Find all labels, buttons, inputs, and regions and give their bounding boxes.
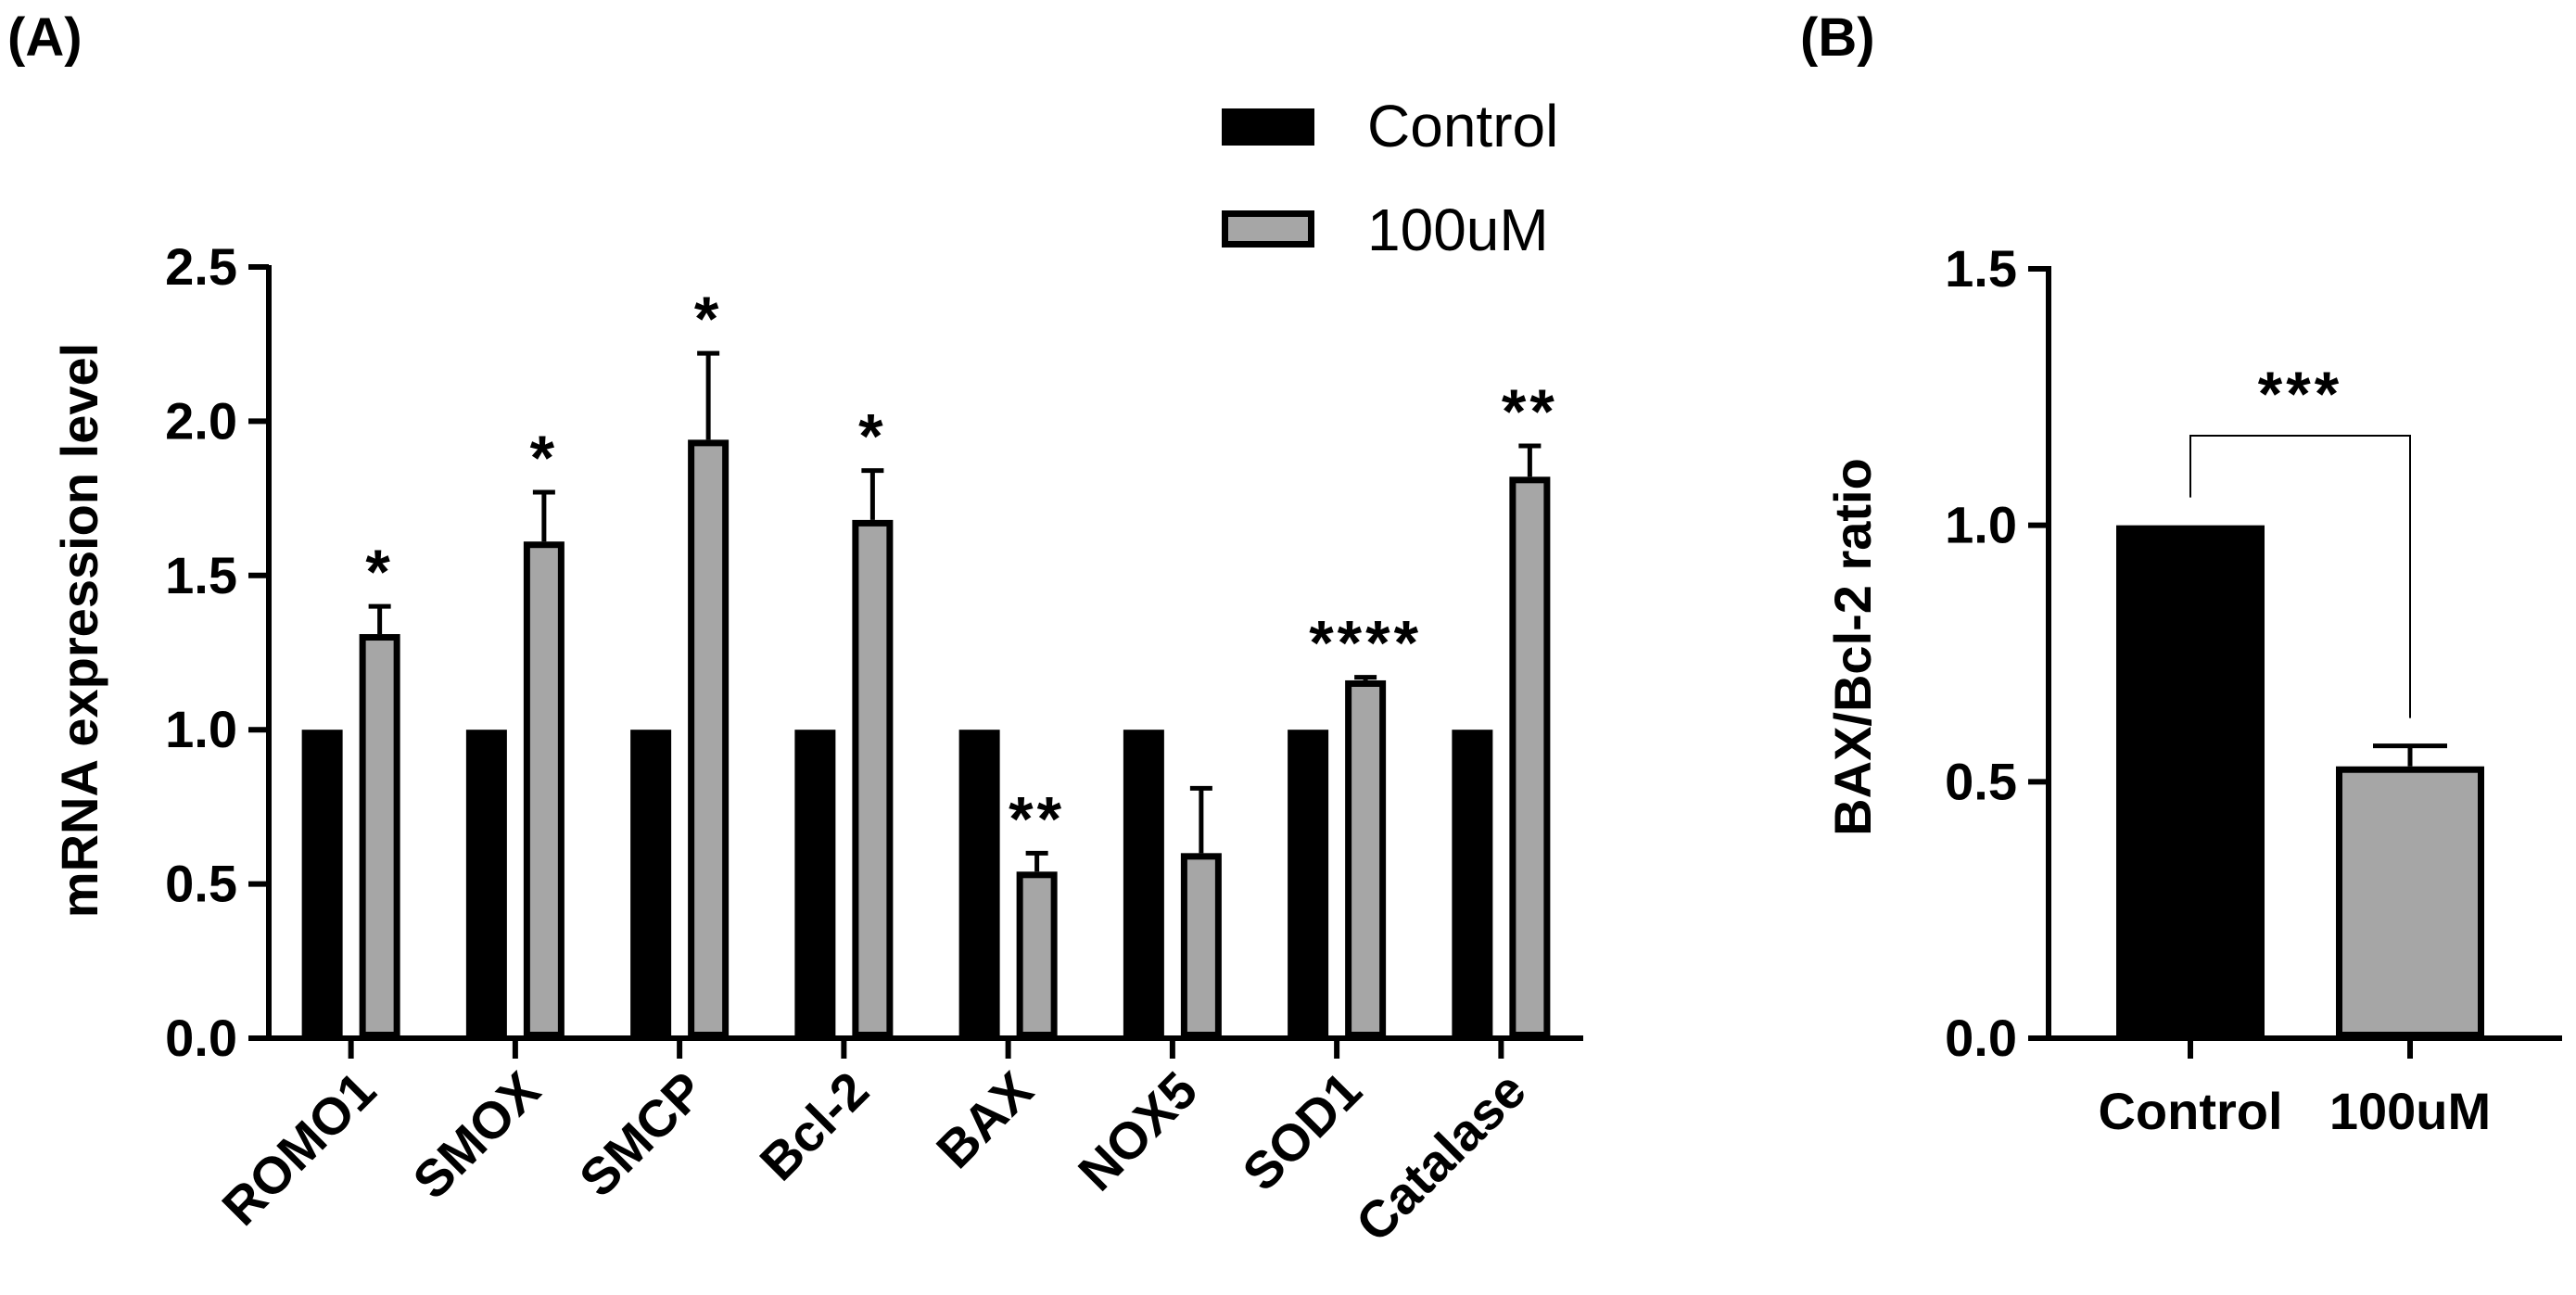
- panel-a-legend: Control 100uM: [1222, 93, 1558, 263]
- panel-a-chart: (A) mRNA expression level 0.0 0.5 1.0 1.5 2.…: [7, 7, 1583, 1252]
- panel-b-x-tick-label: Control: [2098, 1082, 2282, 1140]
- panel-a-y-tick-label: 2.5: [165, 237, 237, 296]
- panel-b-bar-100um: [2336, 766, 2484, 1038]
- panel-a-x-tick-label: ROMO1: [210, 1060, 387, 1237]
- panel-b-bar-control: [2116, 525, 2265, 1038]
- panel-b-y-tick-label: 0.5: [1945, 752, 2017, 810]
- panel-a-legend-swatch-100um: [1222, 210, 1314, 248]
- panel-a-x-tick-label: Bcl-2: [748, 1060, 879, 1191]
- panel-b-chart: (B) BAX/Bcl-2 ratio 0.0 0.5 1.0 1.5 Control 1…: [1800, 7, 2562, 1140]
- panel-a-bar-control: [958, 730, 1000, 1038]
- panel-a-bar-100um: [688, 439, 730, 1039]
- panel-a-significance-label: *: [858, 401, 886, 472]
- panel-a-y-tick-label: 1.5: [165, 546, 237, 604]
- panel-a-significance-label: *: [694, 284, 722, 354]
- panel-a-y-tick-label: 0.5: [165, 855, 237, 913]
- panel-a-x-tick-label: SMOX: [401, 1060, 551, 1210]
- panel-b-significance-bracket: [2189, 435, 2411, 718]
- panel-b-y-tick-label: 1.0: [1945, 496, 2017, 554]
- panel-a-bar-100um: [359, 634, 400, 1038]
- panel-a-bar-control: [1123, 730, 1164, 1038]
- panel-a-legend-label-control: Control: [1367, 93, 1558, 159]
- panel-a-x-tick-label: BAX: [925, 1060, 1044, 1179]
- panel-a-bar-100um: [1016, 871, 1058, 1039]
- panel-b-axes: 0.0 0.5 1.0 1.5 Control 100uM: [1945, 239, 2562, 1140]
- panel-a-significance-label: **: [1009, 783, 1065, 854]
- panel-b-bars: ***: [2116, 359, 2484, 1038]
- panel-b-x-tick-label: 100uM: [2329, 1082, 2491, 1140]
- panel-a-legend-label-100um: 100uM: [1367, 197, 1549, 263]
- panel-a-y-tick-label: 2.0: [165, 391, 237, 450]
- panel-b-label: (B): [1800, 7, 1875, 68]
- panel-a-bar-100um: [1509, 476, 1551, 1038]
- panel-a-label: (A): [7, 7, 82, 68]
- panel-a-bar-control: [794, 730, 836, 1038]
- panel-a-bar-control: [301, 730, 343, 1038]
- panel-a-legend-swatch-control: [1222, 108, 1314, 146]
- panel-b-y-tick-label: 0.0: [1945, 1009, 2017, 1067]
- panel-b-y-tick-label: 1.5: [1945, 239, 2017, 298]
- panel-a-bars: ************: [301, 284, 1558, 1039]
- panel-a-x-tick-label: NOX5: [1067, 1060, 1208, 1201]
- panel-a-bar-control: [465, 730, 507, 1038]
- panel-b-y-axis-label: BAX/Bcl-2 ratio: [1823, 458, 1882, 836]
- panel-a-bar-100um: [852, 519, 894, 1038]
- panel-a-x-tick-label: SOD1: [1231, 1060, 1372, 1201]
- panel-a-x-tick-label: Catalase: [1344, 1060, 1536, 1252]
- panel-a-significance-label: ****: [1309, 608, 1422, 679]
- panel-a-significance-label: *: [365, 537, 393, 607]
- panel-a-bar-100um: [523, 541, 565, 1038]
- panel-a-bar-100um: [1345, 679, 1387, 1039]
- panel-a-bar-100um: [1180, 853, 1222, 1038]
- panel-a-y-tick-label: 1.0: [165, 700, 237, 758]
- panel-a-significance-label: **: [1502, 376, 1558, 447]
- panel-a-bar-control: [1452, 730, 1493, 1038]
- panel-b-significance-label: ***: [2258, 359, 2342, 429]
- panel-a-x-tick-label: SMCP: [568, 1060, 716, 1208]
- panel-a-y-tick-label: 0.0: [165, 1009, 237, 1067]
- panel-a-bar-control: [630, 730, 672, 1038]
- panel-a-bar-control: [1288, 730, 1329, 1038]
- panel-a-significance-label: *: [530, 423, 558, 493]
- panel-a-y-axis-label: mRNA expression level: [50, 343, 108, 918]
